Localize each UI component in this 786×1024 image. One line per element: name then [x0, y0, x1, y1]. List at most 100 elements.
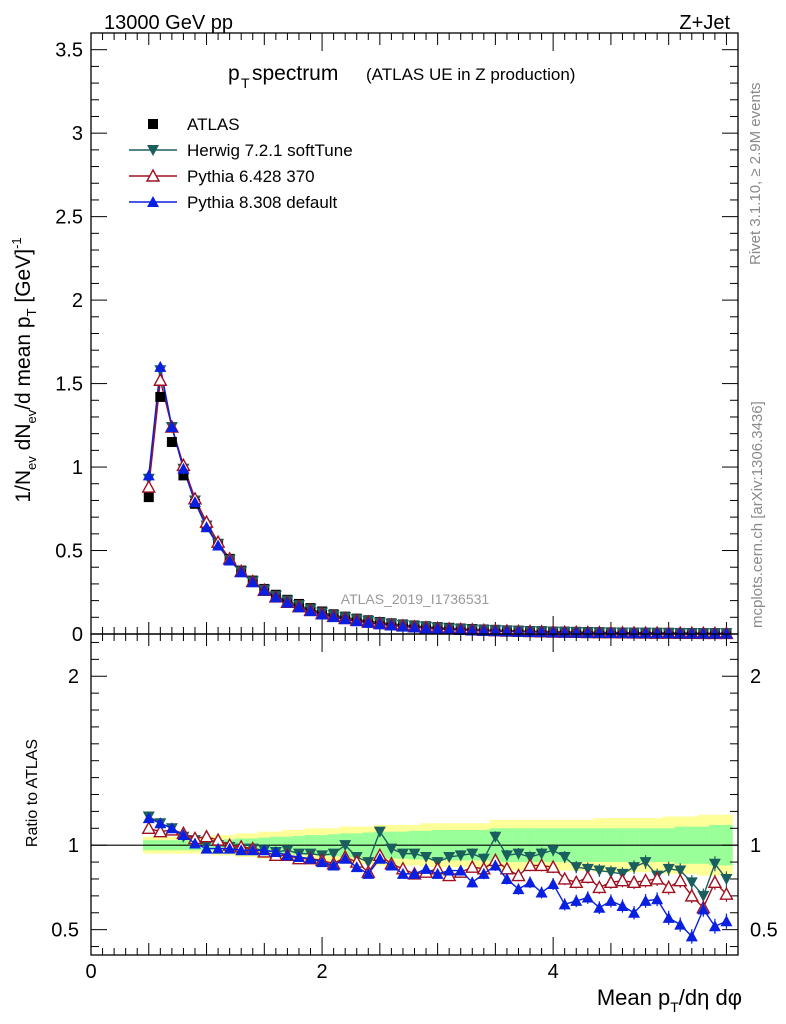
main-point-mc	[685, 627, 698, 639]
main-point-mc	[420, 622, 433, 634]
main-point-mc	[558, 626, 571, 638]
ratio-point	[466, 876, 479, 888]
ratio-point	[385, 843, 398, 855]
ratio-point	[212, 842, 225, 854]
ratio-plot-panel: 0 2 4 0.5 0.5 1 1 2 2	[51, 633, 778, 983]
title-sub: T	[241, 75, 250, 91]
ratio-point	[662, 863, 675, 875]
main-point-mc	[258, 584, 271, 596]
ratio-point	[581, 891, 594, 903]
ratio-point	[466, 848, 479, 860]
ratio-point	[327, 848, 340, 860]
ratio-y-axis-title: Ratio to ATLAS	[24, 739, 41, 847]
main-point-mc	[269, 591, 282, 603]
main-point-mc	[212, 539, 225, 551]
ratio-point	[639, 894, 652, 906]
ratio-point	[373, 826, 386, 838]
ratio-point	[142, 812, 155, 824]
ratio-point	[443, 864, 456, 876]
main-y-tick-label: 2.5	[55, 207, 83, 229]
ratio-point	[535, 848, 548, 860]
ratio-point	[304, 852, 317, 864]
ratio-point	[604, 867, 617, 879]
ratio-point	[165, 822, 178, 834]
legend: ATLAS Herwig 7.2.1 softTune Pythia 6.428 3…	[129, 115, 353, 212]
ratio-point	[443, 852, 456, 864]
ratio-point	[339, 840, 352, 852]
main-y-tick-label: 3.5	[55, 40, 83, 62]
ratio-point	[547, 878, 560, 890]
main-point-mc	[674, 627, 687, 639]
main-y-tick-label: 0.5	[55, 541, 83, 563]
ratio-point	[651, 893, 664, 905]
ratio-point	[626, 874, 642, 889]
ratio-point	[454, 864, 467, 876]
ratio-point	[258, 844, 271, 856]
ratio-point	[720, 915, 733, 927]
main-point-mc	[165, 420, 178, 432]
legend-label: Pythia 8.308 default	[187, 193, 338, 212]
ratio-point	[615, 873, 630, 887]
ratio-point	[720, 873, 733, 885]
main-point-mc	[327, 611, 340, 623]
main-point-mc	[316, 608, 329, 620]
ratio-point	[199, 829, 214, 843]
main-point-atlas	[178, 470, 189, 481]
main-point-mc	[223, 554, 236, 566]
x-tick-label: 2	[317, 961, 328, 983]
main-y-tick-label: 1	[72, 457, 83, 479]
ratio-y-tick-label-right: 1	[750, 835, 761, 857]
main-plot-panel: 0 0.5 1 1.5 2 2.5 3 3.5	[55, 32, 739, 646]
mcplots-note: mcplots.cern.ch [arXiv:1306.3436]	[749, 401, 766, 628]
main-y-axis-title: 1/Nev dNev/d mean pT [GeV]-1	[9, 237, 39, 502]
process-label: Z+Jet	[679, 12, 730, 34]
legend-label: Pythia 6.428 370	[187, 167, 315, 186]
ratio-point	[188, 837, 201, 849]
ratio-point	[512, 883, 525, 895]
main-point-mc	[246, 576, 259, 588]
ratio-point	[593, 865, 606, 877]
legend-marker	[147, 145, 159, 156]
ratio-y-tick-label: 2	[68, 666, 79, 688]
main-point-mc	[373, 618, 386, 630]
main-y-tick-label: 2	[72, 290, 83, 312]
legend-label: ATLAS	[187, 115, 240, 134]
main-point-mc	[604, 627, 617, 639]
ratio-point	[547, 845, 560, 857]
ratio-point	[396, 848, 409, 860]
main-point-atlas	[143, 492, 154, 503]
main-y-tick-label: 3	[72, 123, 83, 145]
main-point-mc	[720, 627, 733, 639]
ratio-point	[489, 831, 502, 843]
ratio-point	[697, 903, 710, 915]
ratio-point	[661, 879, 676, 894]
ratio-point	[628, 862, 641, 874]
main-point-mc	[177, 462, 190, 474]
main-point-mc	[362, 616, 375, 628]
svg-text:Mean pT/dη dφ: Mean pT/dη dφ	[597, 985, 742, 1015]
ratio-point	[628, 906, 641, 918]
ratio-point	[246, 844, 259, 856]
title-note: (ATLAS UE in Z production)	[366, 65, 575, 84]
main-point-mc	[708, 627, 721, 639]
ratio-point	[592, 879, 607, 894]
main-y-tick-label: 1.5	[55, 374, 83, 396]
ratio-point	[350, 861, 363, 873]
ratio-y-tick-label-right: 2	[750, 666, 761, 688]
main-point-mc	[188, 496, 201, 508]
main-point-mc	[200, 521, 213, 533]
main-point-mc	[662, 627, 675, 639]
legend-marker	[145, 168, 161, 182]
ratio-point	[235, 844, 248, 856]
legend-marker	[148, 119, 158, 129]
main-point-mc	[477, 624, 490, 636]
main-point-mc	[396, 620, 409, 632]
ratio-point	[545, 859, 561, 873]
ratio-point	[535, 886, 548, 898]
ratio-point	[719, 886, 734, 900]
ratio-point	[420, 852, 433, 864]
ratio-point	[396, 867, 409, 879]
ratio-point	[603, 874, 619, 889]
ratio-point	[569, 874, 584, 889]
analysis-watermark: ATLAS_2019_I1736531	[341, 591, 490, 607]
